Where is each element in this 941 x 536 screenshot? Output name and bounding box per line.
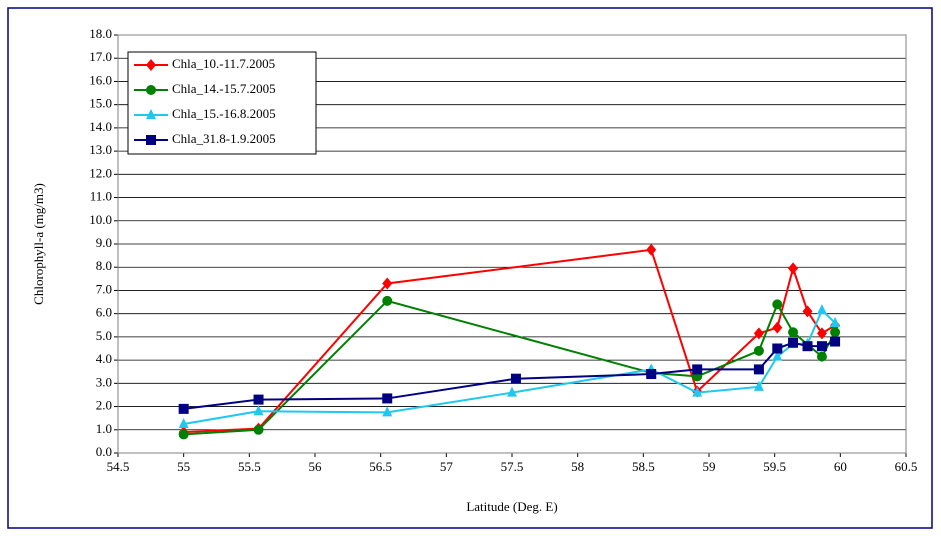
- x-tick-label: 57.5: [501, 459, 524, 474]
- y-tick-label: 11.0: [90, 189, 112, 204]
- y-tick-label: 9.0: [96, 235, 112, 250]
- marker: [788, 262, 799, 275]
- marker: [816, 341, 827, 352]
- y-tick-label: 7.0: [96, 281, 112, 296]
- marker: [178, 417, 189, 428]
- marker: [753, 364, 764, 375]
- marker: [816, 351, 827, 362]
- marker: [382, 295, 393, 306]
- legend-label: Chla_31.8-1.9.2005: [172, 131, 276, 146]
- y-tick-label: 4.0: [96, 351, 112, 366]
- x-tick-label: 56: [309, 459, 323, 474]
- marker: [753, 345, 764, 356]
- marker: [382, 406, 393, 417]
- marker: [692, 364, 703, 375]
- y-tick-label: 0.0: [96, 444, 112, 459]
- marker: [830, 316, 841, 327]
- marker: [753, 327, 764, 340]
- marker: [146, 109, 156, 119]
- marker: [178, 429, 189, 440]
- marker: [830, 327, 841, 338]
- marker: [692, 386, 703, 397]
- x-axis-label: Latitude (Deg. E): [466, 499, 557, 514]
- marker: [253, 424, 264, 435]
- legend-label: Chla_10.-11.7.2005: [172, 56, 275, 71]
- x-tick-label: 59: [703, 459, 716, 474]
- x-tick-label: 55: [177, 459, 190, 474]
- marker: [507, 386, 517, 397]
- marker: [802, 305, 813, 318]
- legend-label: Chla_14.-15.7.2005: [172, 81, 276, 96]
- marker: [646, 243, 657, 256]
- marker: [510, 373, 521, 384]
- marker: [178, 403, 189, 414]
- marker: [816, 304, 827, 315]
- marker: [772, 343, 783, 354]
- marker: [772, 350, 783, 361]
- y-tick-label: 17.0: [89, 49, 112, 64]
- y-tick-label: 6.0: [96, 305, 112, 320]
- marker: [802, 341, 813, 352]
- x-tick-label: 55.5: [238, 459, 261, 474]
- y-tick-label: 5.0: [96, 328, 112, 343]
- x-tick-label: 56.5: [369, 459, 392, 474]
- legend-box: [127, 51, 317, 155]
- marker: [382, 393, 393, 404]
- marker: [788, 327, 799, 338]
- x-tick-label: 57: [440, 459, 454, 474]
- marker: [646, 369, 657, 380]
- y-tick-label: 2.0: [96, 398, 112, 413]
- marker: [253, 394, 264, 405]
- marker: [772, 321, 783, 334]
- marker: [146, 135, 156, 145]
- y-tick-label: 13.0: [89, 142, 112, 157]
- y-axis-label: Chlorophyll-a (mg/m3): [31, 183, 46, 305]
- series-line: [183, 308, 836, 425]
- marker: [253, 405, 264, 416]
- marker: [382, 277, 393, 290]
- x-tick-label: 60: [834, 459, 847, 474]
- marker: [816, 327, 827, 340]
- legend-label: Chla_15.-16.8.2005: [172, 106, 276, 121]
- marker: [788, 337, 799, 348]
- x-tick-label: 60.5: [895, 459, 918, 474]
- y-tick-label: 15.0: [89, 96, 112, 111]
- marker: [146, 59, 156, 71]
- x-tick-label: 54.5: [107, 459, 130, 474]
- y-tick-label: 8.0: [96, 258, 112, 273]
- x-tick-label: 59.5: [763, 459, 786, 474]
- y-tick-label: 12.0: [89, 165, 112, 180]
- y-tick-label: 18.0: [89, 26, 112, 41]
- y-tick-label: 10.0: [89, 212, 112, 227]
- plot-area: [117, 34, 907, 454]
- marker: [146, 85, 156, 95]
- marker: [753, 380, 764, 391]
- y-tick-label: 16.0: [89, 72, 112, 87]
- x-tick-label: 58.5: [632, 459, 655, 474]
- y-tick-label: 14.0: [89, 119, 112, 134]
- x-tick-label: 58: [571, 459, 584, 474]
- marker: [830, 336, 841, 347]
- marker: [772, 299, 783, 310]
- y-tick-label: 1.0: [96, 421, 112, 436]
- y-tick-label: 3.0: [96, 374, 112, 389]
